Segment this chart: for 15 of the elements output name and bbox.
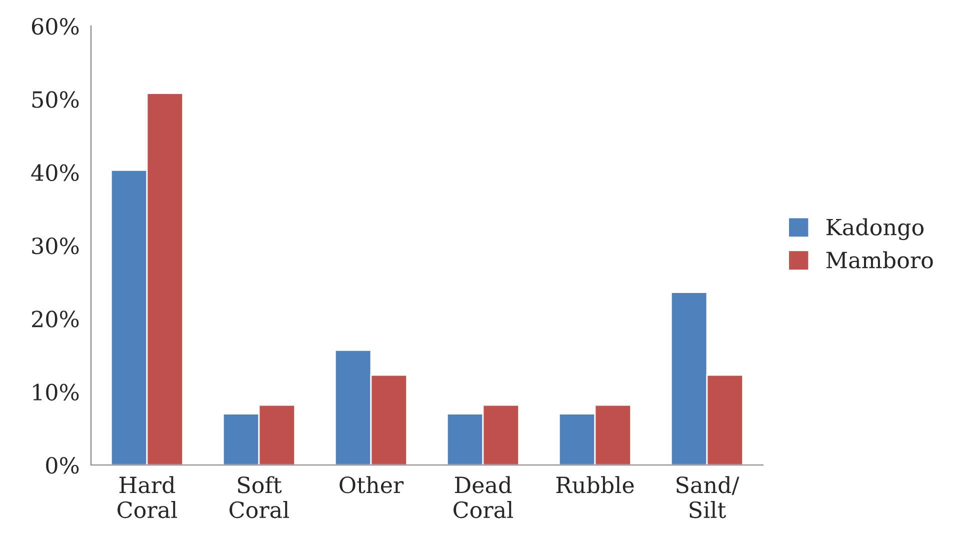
legend-label: Mamboro <box>826 251 933 268</box>
x-tick-label: Hard Coral <box>118 476 178 518</box>
y-tick-label: 40% <box>31 164 79 182</box>
y-tick-label: 0% <box>46 456 79 474</box>
x-tick-label: Other <box>340 476 404 494</box>
y-tick-label: 20% <box>32 310 79 328</box>
x-tick-label: Sand/ Silt <box>676 476 740 518</box>
y-tick-label: 30% <box>32 237 79 254</box>
legend-label: Kadongo <box>826 218 924 240</box>
x-tick-label: Soft Coral <box>230 476 290 518</box>
y-tick-label: 10% <box>33 384 79 401</box>
x-tick-label: Dead Coral <box>454 476 514 518</box>
y-tick-label: 60% <box>32 18 79 35</box>
x-tick-label: Rubble <box>556 476 634 494</box>
y-tick-label: 50% <box>32 91 79 108</box>
